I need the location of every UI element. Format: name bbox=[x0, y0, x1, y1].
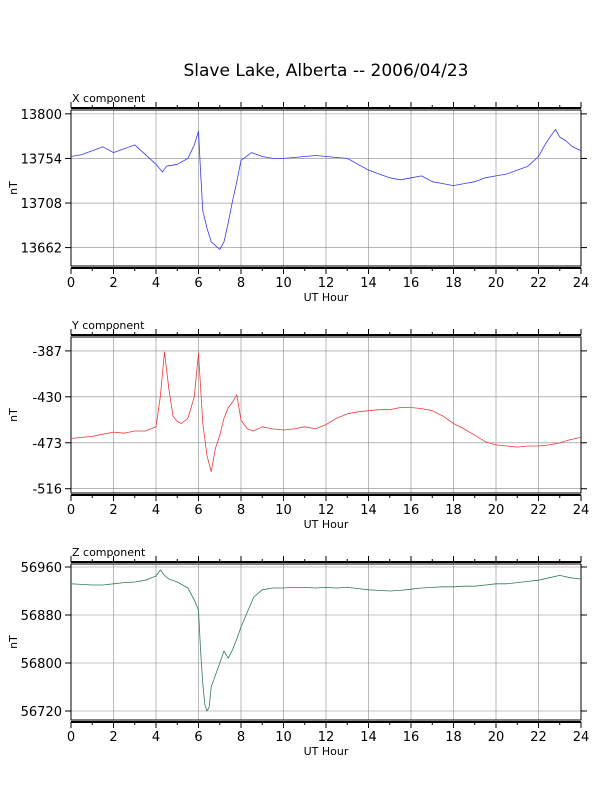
x-x-tick-label: 8 bbox=[237, 276, 245, 291]
y-panel-title: Y component bbox=[71, 319, 145, 332]
y-y-axis-label: nT bbox=[7, 408, 20, 422]
y-x-tick-label: 12 bbox=[318, 503, 335, 518]
y-plot-frame bbox=[70, 336, 582, 494]
z-x-axis-label: UT Hour bbox=[304, 745, 349, 758]
x-y-tick-label: 13708 bbox=[21, 197, 62, 212]
x-x-tick-label: 24 bbox=[573, 276, 590, 291]
z-x-tick-label: 12 bbox=[318, 730, 335, 745]
x-x-axis-label: UT Hour bbox=[304, 291, 349, 304]
z-x-tick-label: 16 bbox=[403, 730, 420, 745]
y-x-axis-label: UT Hour bbox=[304, 518, 349, 531]
y-x-tick-label: 16 bbox=[403, 503, 420, 518]
y-y-tick-label: -387 bbox=[32, 345, 62, 360]
z-y-tick-label: 56960 bbox=[21, 561, 62, 576]
y-x-tick-label: 0 bbox=[67, 503, 75, 518]
y-x-tick-label: 22 bbox=[530, 503, 547, 518]
y-series-line bbox=[70, 351, 582, 473]
x-x-tick-label: 2 bbox=[109, 276, 117, 291]
z-y-tick-label: 56800 bbox=[21, 657, 62, 672]
z-y-tick-label: 56720 bbox=[21, 705, 62, 720]
x-x-tick-label: 6 bbox=[194, 276, 202, 291]
y-x-tick-label: 18 bbox=[445, 503, 462, 518]
z-y-tick-label: 56880 bbox=[21, 609, 62, 624]
y-y-tick-label: -516 bbox=[32, 483, 62, 498]
x-x-tick-label: 4 bbox=[152, 276, 160, 291]
x-series-line bbox=[70, 128, 582, 250]
x-y-tick-label: 13800 bbox=[21, 108, 62, 123]
z-x-tick-label: 24 bbox=[573, 730, 590, 745]
y-x-tick-label: 8 bbox=[237, 503, 245, 518]
z-y-axis-label: nT bbox=[7, 635, 20, 649]
z-x-tick-label: 14 bbox=[360, 730, 377, 745]
x-plot-frame bbox=[70, 109, 582, 267]
z-plot-frame bbox=[70, 563, 582, 721]
z-x-tick-label: 20 bbox=[488, 730, 505, 745]
x-x-tick-label: 14 bbox=[360, 276, 377, 291]
z-x-tick-label: 18 bbox=[445, 730, 462, 745]
x-x-tick-label: 12 bbox=[318, 276, 335, 291]
x-x-tick-label: 16 bbox=[403, 276, 420, 291]
y-y-tick-label: -473 bbox=[32, 437, 62, 452]
y-x-tick-label: 4 bbox=[152, 503, 160, 518]
z-x-tick-label: 6 bbox=[194, 730, 202, 745]
x-y-axis-label: nT bbox=[7, 181, 20, 195]
z-x-tick-label: 22 bbox=[530, 730, 547, 745]
x-x-tick-label: 0 bbox=[67, 276, 75, 291]
z-x-tick-label: 2 bbox=[109, 730, 117, 745]
y-x-tick-label: 14 bbox=[360, 503, 377, 518]
z-x-tick-label: 0 bbox=[67, 730, 75, 745]
y-x-tick-label: 6 bbox=[194, 503, 202, 518]
y-x-tick-label: 20 bbox=[488, 503, 505, 518]
x-panel-title: X component bbox=[72, 92, 146, 105]
x-x-tick-label: 10 bbox=[275, 276, 292, 291]
page-title: Slave Lake, Alberta -- 2006/04/23 bbox=[184, 61, 469, 81]
x-x-tick-label: 20 bbox=[488, 276, 505, 291]
y-x-tick-label: 10 bbox=[275, 503, 292, 518]
x-y-tick-label: 13754 bbox=[21, 152, 62, 167]
y-y-tick-label: -430 bbox=[32, 391, 62, 406]
z-x-tick-label: 4 bbox=[152, 730, 160, 745]
z-x-tick-label: 10 bbox=[275, 730, 292, 745]
y-x-tick-label: 2 bbox=[109, 503, 117, 518]
y-x-tick-label: 24 bbox=[573, 503, 590, 518]
z-series-line bbox=[70, 569, 582, 712]
z-panel-title: Z component bbox=[72, 546, 146, 559]
x-y-tick-label: 13662 bbox=[21, 242, 62, 257]
x-x-tick-label: 22 bbox=[530, 276, 547, 291]
z-x-tick-label: 8 bbox=[237, 730, 245, 745]
x-x-tick-label: 18 bbox=[445, 276, 462, 291]
